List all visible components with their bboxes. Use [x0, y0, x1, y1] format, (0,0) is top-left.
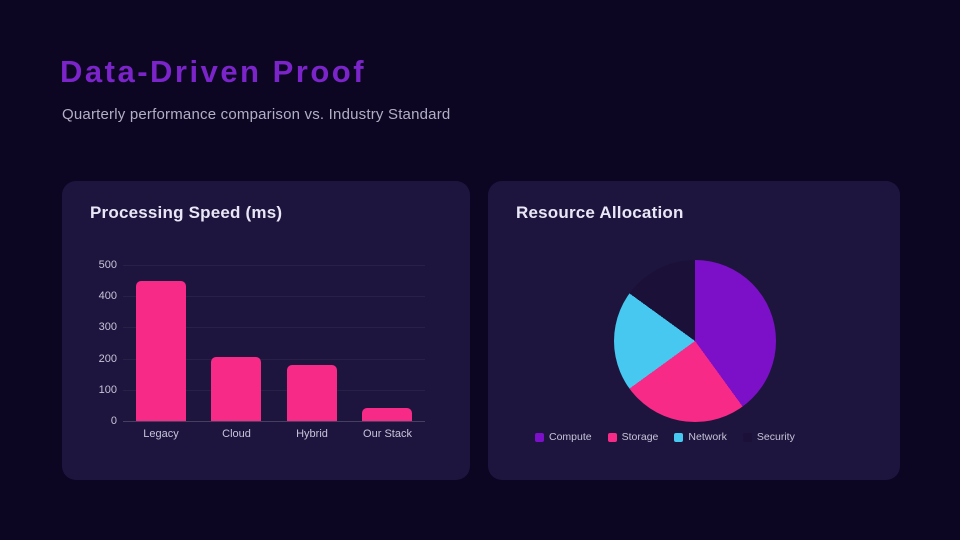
x-category-label-hybrid: Hybrid [296, 428, 328, 440]
gridline-500 [123, 265, 425, 266]
bar-chart-card: Processing Speed (ms) 0 100 200 300 400 500 Le… [62, 181, 470, 480]
gridline-400 [123, 296, 425, 298]
legend-item-storage: Storage [607, 431, 659, 443]
x-category-label-our-stack: Our Stack [363, 428, 412, 440]
y-tick-label-300: 300 [98, 321, 117, 334]
y-tick-label-400: 400 [98, 290, 117, 303]
pie-chart-card: Resource Allocation Compute Storage Networ… [488, 181, 900, 480]
legend-label-compute: Compute [549, 431, 592, 443]
legend-item-compute: Compute [535, 431, 592, 443]
pie-chart-title: Resource Allocation [516, 203, 684, 222]
bar-cloud [211, 357, 262, 421]
legend-item-security: Security [742, 431, 795, 443]
gridline-300 [123, 327, 425, 329]
legend-item-network: Network [674, 431, 727, 443]
y-tick-label-500: 500 [98, 259, 117, 271]
bar-chart-plot-area [123, 265, 425, 422]
bar-legacy [135, 280, 186, 421]
legend-swatch-security [742, 432, 752, 442]
legend-label-storage: Storage [621, 431, 659, 443]
y-tick-label-200: 200 [98, 352, 117, 365]
page-subtitle: Quarterly performance comparison vs. Ind… [62, 106, 451, 123]
legend-label-security: Security [756, 431, 795, 443]
gridline-100 [123, 389, 425, 391]
x-category-label-cloud: Cloud [222, 428, 251, 440]
gridline-200 [123, 358, 425, 360]
bar-chart-title: Processing Speed (ms) [90, 203, 283, 222]
bar-hybrid [286, 365, 337, 421]
x-category-label-legacy: Legacy [143, 428, 179, 440]
gridline-0 [123, 421, 425, 422]
page-title: Data-Driven Proof [60, 54, 367, 89]
legend-label-network: Network [688, 431, 727, 443]
legend-swatch-network [674, 432, 684, 442]
legend-swatch-compute [535, 432, 544, 442]
y-tick-label-100: 100 [98, 383, 117, 396]
pie-chart [614, 260, 776, 422]
pie-legend: Compute Storage Network Security [535, 431, 795, 443]
y-tick-label-0: 0 [110, 415, 117, 427]
legend-swatch-storage [607, 432, 617, 442]
bar-our-stack [362, 407, 413, 421]
